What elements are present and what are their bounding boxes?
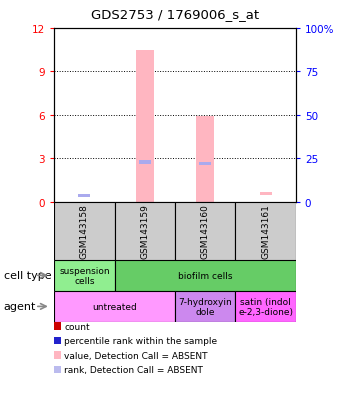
Text: untreated: untreated <box>92 302 137 311</box>
Text: GSM143158: GSM143158 <box>80 204 89 259</box>
Bar <box>175 291 235 322</box>
Text: suspension
cells: suspension cells <box>59 266 110 285</box>
Bar <box>139 161 151 164</box>
Bar <box>175 202 235 260</box>
Text: satin (indol
e-2,3-dione): satin (indol e-2,3-dione) <box>238 297 293 316</box>
Text: cell type: cell type <box>4 271 51 281</box>
Bar <box>54 260 115 291</box>
Bar <box>78 194 90 197</box>
Text: GSM143161: GSM143161 <box>261 204 270 259</box>
Bar <box>199 162 211 166</box>
Bar <box>136 50 154 202</box>
Text: GSM143159: GSM143159 <box>140 204 149 259</box>
Bar <box>115 260 296 291</box>
Bar <box>259 193 272 196</box>
Text: value, Detection Call = ABSENT: value, Detection Call = ABSENT <box>64 351 208 360</box>
Bar <box>259 193 272 196</box>
Text: biofilm cells: biofilm cells <box>178 271 232 280</box>
Bar <box>235 291 296 322</box>
Text: rank, Detection Call = ABSENT: rank, Detection Call = ABSENT <box>64 365 203 374</box>
Bar <box>54 202 115 260</box>
Bar <box>54 291 175 322</box>
Text: percentile rank within the sample: percentile rank within the sample <box>64 336 217 345</box>
Text: GSM143160: GSM143160 <box>201 204 210 259</box>
Text: agent: agent <box>4 301 36 312</box>
Text: 7-hydroxyin
dole: 7-hydroxyin dole <box>178 297 232 316</box>
Bar <box>235 202 296 260</box>
Bar <box>196 117 214 202</box>
Text: count: count <box>64 322 90 331</box>
Bar <box>115 202 175 260</box>
Text: GDS2753 / 1769006_s_at: GDS2753 / 1769006_s_at <box>91 8 259 21</box>
